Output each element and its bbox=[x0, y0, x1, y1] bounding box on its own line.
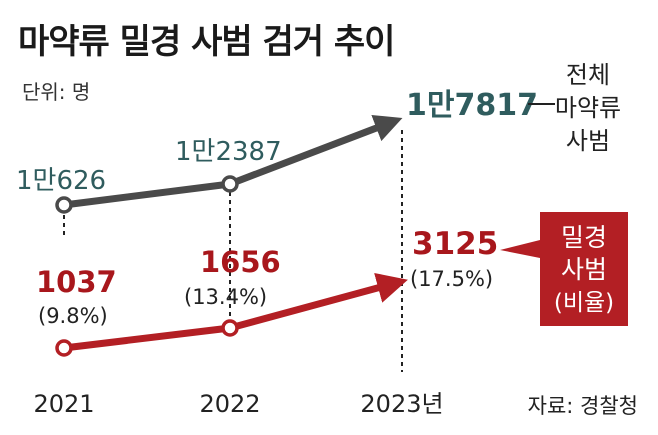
x-tick-label: 2022 bbox=[199, 390, 260, 418]
x-tick-label: 2021 bbox=[33, 390, 94, 418]
legend-police-line: 사범 bbox=[561, 255, 607, 284]
data-label-total: 1만2387 bbox=[175, 137, 282, 167]
data-label-police: 1656 bbox=[200, 245, 281, 279]
legend-police-box bbox=[500, 212, 628, 326]
data-label-police-ratio: (13.4%) bbox=[184, 285, 267, 309]
legend-total-line: 마약류 bbox=[555, 94, 621, 122]
data-point-police bbox=[55, 339, 73, 357]
x-tick-label: 2023년 bbox=[360, 390, 443, 418]
data-point-total bbox=[55, 196, 73, 214]
data-label-police-ratio: (17.5%) bbox=[410, 267, 493, 291]
legend-total-line: 전체 bbox=[566, 61, 610, 89]
data-label-total: 1만626 bbox=[16, 166, 106, 196]
source-label: 자료: 경찰청 bbox=[527, 394, 638, 418]
data-label-police: 3125 bbox=[412, 226, 498, 262]
data-label-total: 1만7817 bbox=[406, 88, 538, 123]
chart-title: 마약류 밀경 사범 검거 추이 bbox=[18, 22, 395, 62]
data-label-police: 1037 bbox=[36, 265, 117, 299]
unit-label: 단위: 명 bbox=[22, 80, 91, 104]
legend-total-line: 사범 bbox=[566, 127, 610, 155]
data-point-total bbox=[221, 175, 239, 193]
data-label-police-ratio: (9.8%) bbox=[38, 304, 108, 328]
data-point-police bbox=[221, 319, 239, 337]
legend-police-line: (비율) bbox=[554, 290, 614, 316]
legend-police-line: 밀경 bbox=[561, 223, 607, 252]
